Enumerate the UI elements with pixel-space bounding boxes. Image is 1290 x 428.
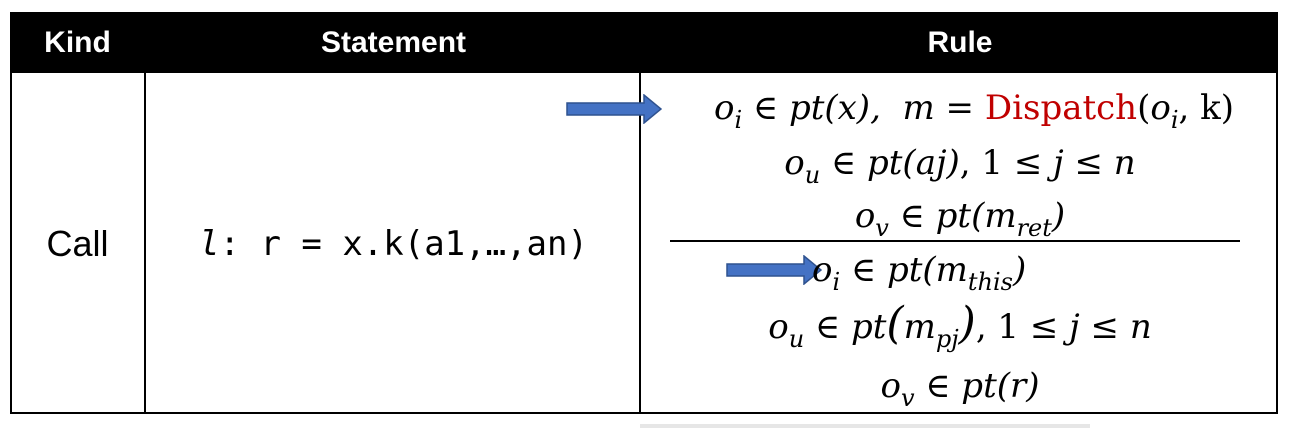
column-divider-2 (639, 73, 641, 414)
premise-return: ov ∈ pt(mret) (854, 196, 1066, 242)
statement-code: : r = x.k(a1,…,an) (219, 223, 588, 264)
statement-label: l (199, 223, 220, 264)
premise-dispatch: oi ∈ pt(x), m = Dispatch(oi, k) (713, 88, 1235, 134)
statement-cell: l: r = x.k(a1,…,an) (147, 73, 640, 414)
inference-bar (670, 240, 1240, 242)
premise-args: ou ∈ pt(aj), 1 ≤ j ≤ n (784, 143, 1136, 189)
header-kind: Kind (44, 26, 111, 59)
conclusion-params: ou ∈ pt(mpj), 1 ≤ j ≤ n (768, 298, 1152, 353)
conclusion-result: ov ∈ pt(r) (880, 366, 1040, 412)
bottom-scroll-hint (640, 424, 1090, 428)
table-border (10, 12, 1278, 414)
conclusion-arrow-icon (726, 255, 822, 285)
premise-arrow-icon (566, 94, 662, 124)
header-rule: Rule (927, 26, 993, 59)
header-statement: Statement (320, 26, 467, 59)
conclusion-this: oi ∈ pt(mthis) (812, 250, 1027, 296)
column-divider-1 (144, 73, 146, 414)
table-header (10, 12, 1278, 73)
kind-cell: Call (46, 222, 109, 264)
